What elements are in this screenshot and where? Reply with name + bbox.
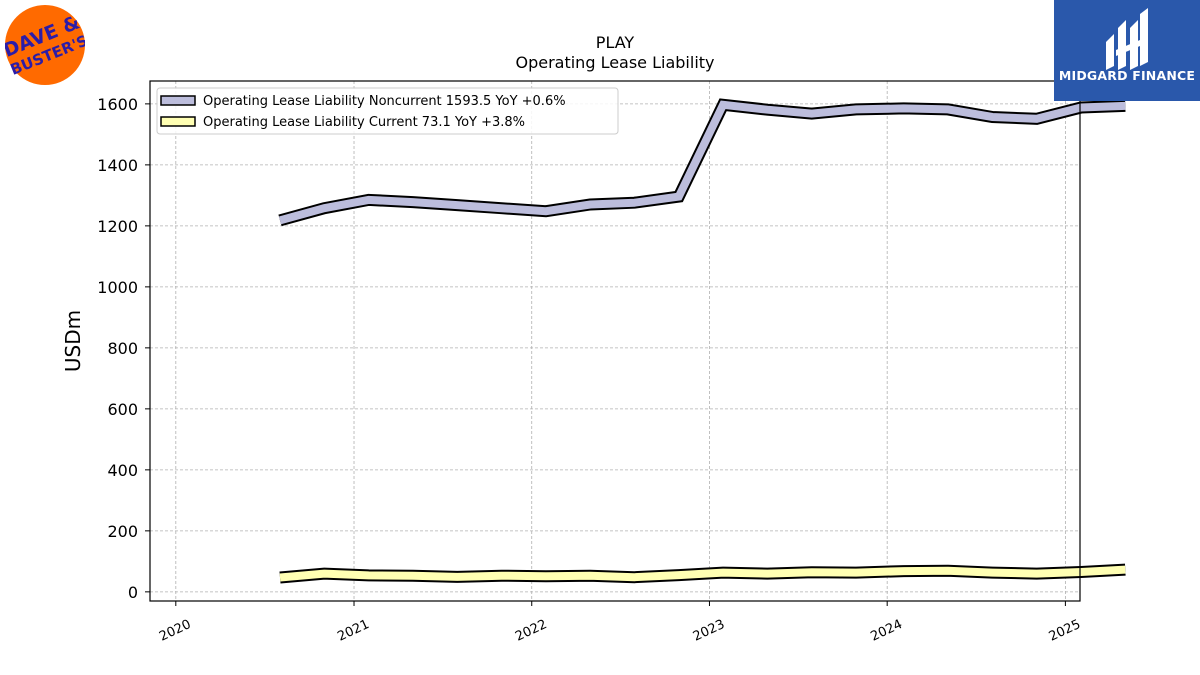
- y-tick-label: 1000: [97, 278, 138, 297]
- x-tick-label: 2021: [335, 617, 371, 645]
- y-tick-label: 600: [107, 400, 138, 419]
- x-tick-label: 2022: [513, 617, 549, 645]
- series-1: [279, 563, 1126, 584]
- midgard-finance-text: MIDGARD FINANCE: [1058, 68, 1196, 83]
- series-line: [278, 100, 1126, 225]
- legend-swatch: [160, 95, 196, 106]
- midgard-emblem-icon: [1106, 8, 1148, 70]
- y-tick-label: 200: [107, 522, 138, 541]
- axis-ticks: 0 200 400 600 800 1000 1200 1400 1600 2020 2021 202…: [97, 95, 1083, 645]
- legend-frame: [156, 87, 619, 135]
- y-axis-label: USDm: [61, 310, 85, 372]
- y-tick-label: 400: [107, 461, 138, 480]
- x-tick-label: 2024: [869, 617, 905, 645]
- series-layer: [278, 98, 1126, 584]
- y-tick-label: 1200: [97, 217, 138, 236]
- y-tick-label: 1400: [97, 156, 138, 175]
- legend-label: Operating Lease Liability Current 73.1 Y…: [203, 115, 525, 130]
- midgard-finance-logo: MIDGARD FINANCE: [1054, 0, 1200, 101]
- x-tick-label: 2023: [691, 617, 727, 645]
- series-0: [278, 98, 1126, 227]
- legend: Operating Lease Liability Noncurrent 159…: [156, 87, 619, 135]
- legend-swatch: [160, 116, 196, 127]
- grid: [150, 81, 1080, 601]
- series-line: [279, 565, 1126, 582]
- x-tick-label: 2020: [157, 617, 193, 645]
- x-tick-label: 2025: [1047, 617, 1083, 645]
- y-tick-label: 800: [107, 339, 138, 358]
- chart-title: PLAY: [596, 33, 635, 52]
- chart-subtitle: Operating Lease Liability: [515, 53, 714, 72]
- legend-label: Operating Lease Liability Noncurrent 159…: [203, 94, 566, 109]
- y-tick-label: 1600: [97, 95, 138, 114]
- dave-busters-logo: DAVE & BUSTER'S: [5, 5, 85, 85]
- logo-circle: [5, 5, 85, 85]
- y-tick-label: 0: [128, 583, 138, 602]
- plot-frame: [149, 80, 1081, 602]
